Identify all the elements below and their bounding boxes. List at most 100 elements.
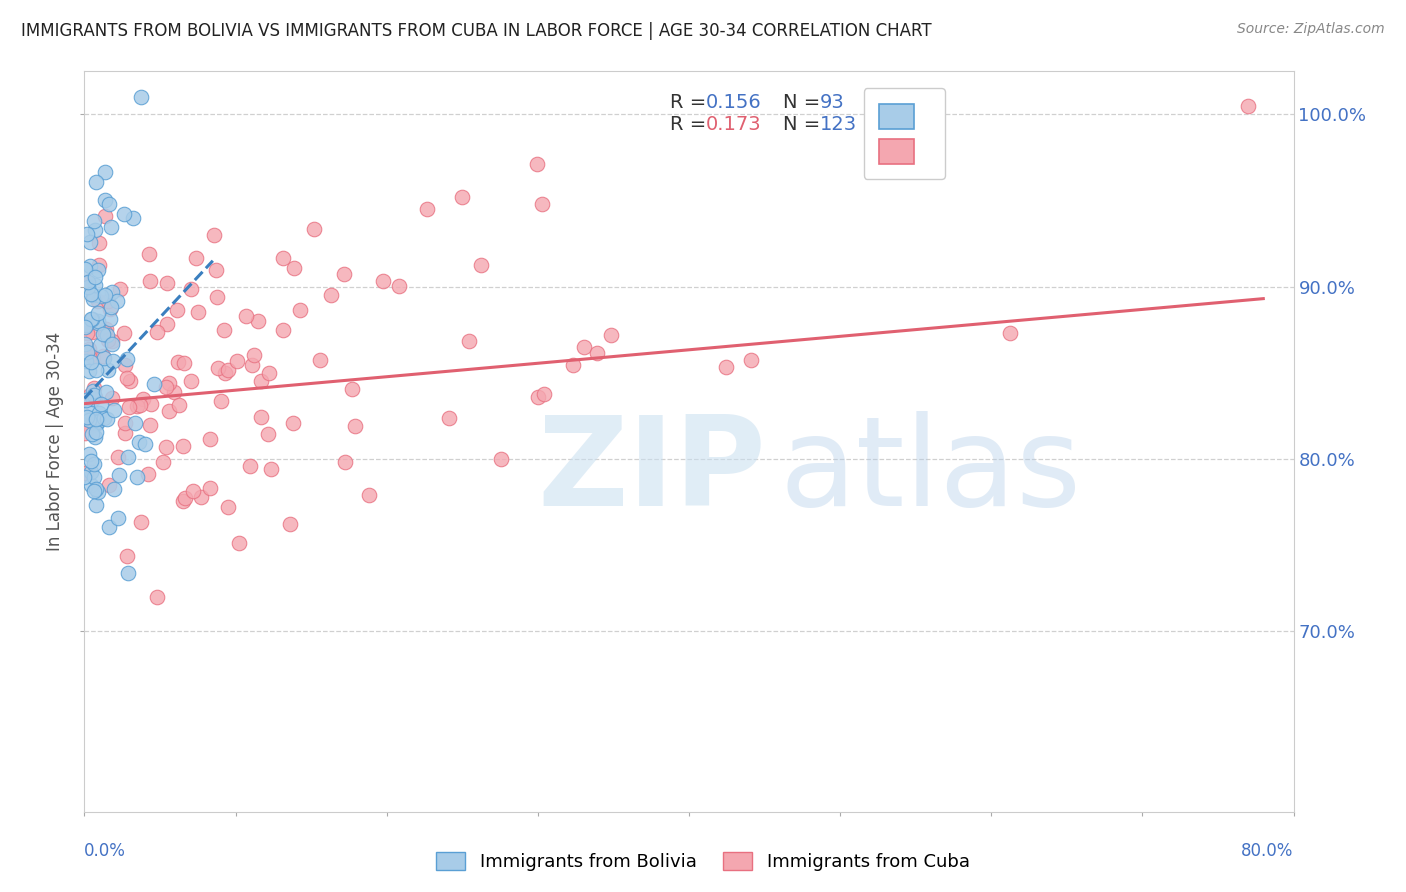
Point xyxy=(82,392,104,407)
Point xyxy=(217,363,239,377)
Point xyxy=(335,455,357,469)
Point xyxy=(90,397,112,411)
Point xyxy=(572,340,595,354)
Text: 0.0%: 0.0% xyxy=(84,842,127,860)
Point xyxy=(100,220,122,235)
Point xyxy=(76,275,98,289)
Point xyxy=(87,314,110,328)
Point xyxy=(83,458,105,472)
Text: N =: N = xyxy=(783,115,827,134)
Point xyxy=(530,197,553,211)
Point xyxy=(80,354,103,368)
Point xyxy=(76,409,98,424)
Point xyxy=(94,322,117,336)
Point xyxy=(98,478,121,492)
Point xyxy=(86,412,108,426)
Point xyxy=(86,415,108,429)
Point xyxy=(82,384,104,398)
Text: R =: R = xyxy=(669,115,711,134)
Point xyxy=(458,334,481,348)
Point xyxy=(83,387,105,401)
Point xyxy=(388,278,411,293)
Text: 93: 93 xyxy=(820,93,844,112)
Point xyxy=(94,165,117,179)
Point xyxy=(167,398,190,412)
Point xyxy=(533,387,555,401)
Point xyxy=(97,333,120,347)
Point xyxy=(271,251,294,265)
Point xyxy=(89,235,111,250)
Point xyxy=(75,353,97,368)
Point xyxy=(343,419,366,434)
Point xyxy=(97,293,120,308)
Point xyxy=(97,362,120,376)
Point xyxy=(75,262,97,277)
Point xyxy=(84,270,107,285)
Point xyxy=(527,390,550,404)
Point xyxy=(83,214,105,228)
Point xyxy=(155,379,177,393)
Point xyxy=(198,432,221,446)
Point xyxy=(157,376,180,390)
Point xyxy=(319,288,342,302)
Point xyxy=(249,410,271,425)
Point xyxy=(79,388,101,402)
Point xyxy=(357,488,380,502)
Point xyxy=(112,326,135,341)
Point xyxy=(599,328,621,343)
Point xyxy=(77,413,100,427)
Text: 80.0%: 80.0% xyxy=(1241,842,1294,860)
Point xyxy=(77,448,100,462)
Point xyxy=(309,353,332,368)
Point xyxy=(83,470,105,484)
Point xyxy=(103,354,125,368)
Point xyxy=(77,343,100,357)
Point xyxy=(79,235,101,249)
Point xyxy=(91,326,114,341)
Point xyxy=(96,327,118,342)
Point xyxy=(82,287,104,301)
Point xyxy=(80,454,103,468)
Point xyxy=(288,302,311,317)
Point xyxy=(83,223,105,237)
Point xyxy=(125,399,148,413)
Point xyxy=(79,478,101,492)
Point xyxy=(73,337,96,351)
Point xyxy=(80,312,103,326)
Text: 0.156: 0.156 xyxy=(706,93,762,112)
Point xyxy=(205,290,228,304)
Point xyxy=(93,287,115,301)
Point xyxy=(94,384,117,399)
Point xyxy=(184,251,207,265)
Point xyxy=(117,351,139,366)
Text: Source: ZipAtlas.com: Source: ZipAtlas.com xyxy=(1237,22,1385,37)
Point xyxy=(101,391,124,405)
Point xyxy=(89,337,111,351)
Point xyxy=(94,193,117,207)
Point xyxy=(146,590,169,604)
Point xyxy=(94,209,117,223)
Point xyxy=(87,406,110,420)
Point xyxy=(152,455,174,469)
Point xyxy=(129,90,152,104)
Point xyxy=(73,425,96,440)
Point xyxy=(239,459,262,474)
Point xyxy=(470,259,492,273)
Legend: , : , xyxy=(863,88,945,179)
Point xyxy=(87,316,110,330)
Point xyxy=(114,417,136,431)
Point xyxy=(998,326,1021,341)
Point xyxy=(332,267,354,281)
Point xyxy=(491,452,513,467)
Point xyxy=(75,466,97,480)
Point xyxy=(180,282,202,296)
Point xyxy=(243,348,266,362)
Text: atlas: atlas xyxy=(780,410,1081,532)
Point xyxy=(714,359,737,374)
Point xyxy=(103,402,125,417)
Point xyxy=(155,441,177,455)
Point xyxy=(246,314,269,328)
Point xyxy=(79,419,101,434)
Point xyxy=(166,303,188,318)
Point xyxy=(83,381,105,395)
